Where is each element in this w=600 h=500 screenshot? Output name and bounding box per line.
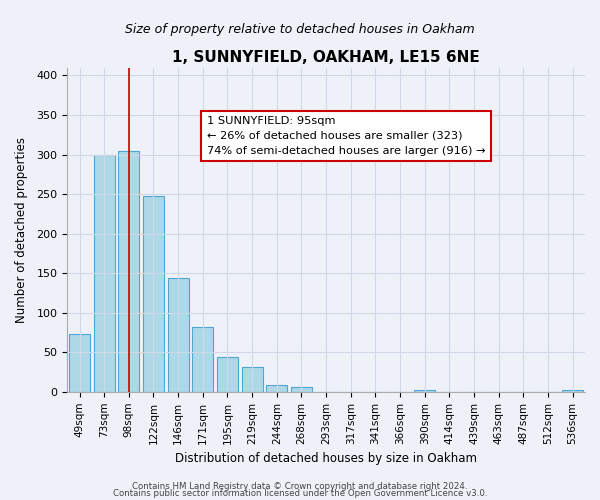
Bar xyxy=(291,387,312,392)
Bar xyxy=(217,357,238,392)
Bar xyxy=(562,390,583,392)
Bar xyxy=(69,334,90,392)
Text: Contains HM Land Registry data © Crown copyright and database right 2024.: Contains HM Land Registry data © Crown c… xyxy=(132,482,468,491)
Bar xyxy=(193,327,213,392)
Bar xyxy=(118,150,139,392)
Bar xyxy=(167,278,188,392)
Text: Size of property relative to detached houses in Oakham: Size of property relative to detached ho… xyxy=(125,22,475,36)
Bar xyxy=(242,366,263,392)
Text: Contains public sector information licensed under the Open Government Licence v3: Contains public sector information licen… xyxy=(113,489,487,498)
Text: 1 SUNNYFIELD: 95sqm
← 26% of detached houses are smaller (323)
74% of semi-detac: 1 SUNNYFIELD: 95sqm ← 26% of detached ho… xyxy=(207,116,485,156)
X-axis label: Distribution of detached houses by size in Oakham: Distribution of detached houses by size … xyxy=(175,452,477,465)
Y-axis label: Number of detached properties: Number of detached properties xyxy=(15,136,28,322)
Title: 1, SUNNYFIELD, OAKHAM, LE15 6NE: 1, SUNNYFIELD, OAKHAM, LE15 6NE xyxy=(172,50,480,65)
Bar xyxy=(94,154,115,392)
Bar xyxy=(266,384,287,392)
Bar xyxy=(143,196,164,392)
Bar xyxy=(414,390,435,392)
